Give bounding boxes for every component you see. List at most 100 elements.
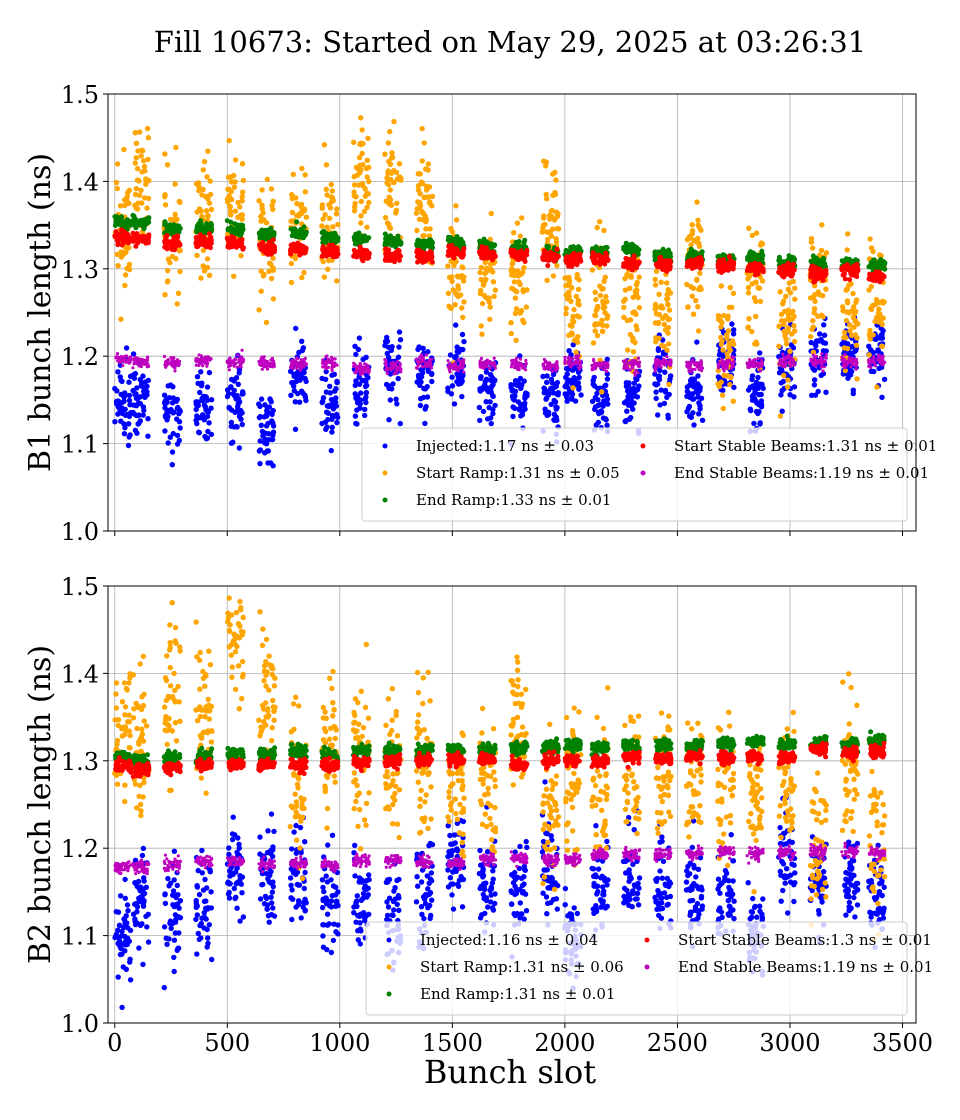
data-point	[141, 358, 145, 362]
data-point	[122, 425, 128, 431]
data-point	[231, 184, 238, 190]
data-point	[165, 228, 171, 234]
data-point	[122, 392, 129, 398]
data-point	[480, 252, 486, 257]
data-point	[450, 287, 456, 293]
data-point	[512, 388, 518, 395]
data-point	[193, 181, 200, 187]
data-point	[429, 255, 435, 261]
data-point	[132, 202, 138, 209]
data-point	[745, 387, 752, 393]
data-point	[123, 354, 127, 358]
data-point	[844, 341, 851, 347]
data-point	[545, 409, 552, 415]
data-point	[354, 407, 360, 413]
data-point	[808, 333, 814, 340]
data-point	[486, 299, 492, 305]
data-point	[414, 227, 420, 234]
data-point	[873, 269, 879, 275]
data-point	[234, 228, 240, 234]
data-point	[126, 379, 132, 385]
data-point	[298, 251, 304, 257]
data-point	[575, 301, 581, 307]
data-point	[301, 269, 307, 276]
data-point	[656, 311, 663, 318]
data-point	[821, 332, 828, 338]
data-point	[326, 242, 332, 248]
data-point	[324, 409, 330, 415]
data-point	[854, 261, 860, 267]
data-point	[137, 376, 143, 383]
data-point	[169, 462, 175, 468]
data-point	[562, 391, 568, 397]
data-point	[604, 376, 611, 382]
data-point	[263, 412, 269, 418]
data-point	[513, 337, 519, 343]
data-point	[231, 273, 237, 279]
data-point	[390, 252, 395, 258]
data-point	[785, 377, 791, 383]
data-point	[755, 285, 761, 291]
data-point	[453, 203, 459, 209]
data-point	[853, 308, 859, 315]
data-point	[236, 413, 243, 420]
data-point	[448, 235, 454, 240]
data-point	[162, 194, 168, 200]
data-point	[396, 248, 402, 254]
data-point	[730, 331, 737, 337]
data-point	[231, 424, 237, 430]
data-point	[853, 342, 860, 348]
data-point	[422, 386, 429, 392]
data-point	[393, 169, 400, 176]
data-point	[366, 199, 372, 206]
data-point	[589, 398, 596, 405]
data-point	[622, 296, 628, 302]
data-point	[554, 225, 560, 232]
data-point	[351, 182, 358, 188]
data-point	[657, 402, 663, 408]
data-point	[365, 191, 371, 197]
data-point	[605, 401, 611, 407]
data-point	[170, 384, 176, 390]
data-point	[821, 322, 827, 328]
data-point	[330, 406, 337, 412]
data-point	[330, 224, 336, 230]
data-point	[844, 298, 851, 304]
data-point	[459, 331, 466, 338]
data-point	[162, 292, 168, 298]
data-point	[293, 195, 299, 201]
data-point	[604, 323, 610, 329]
data-point	[479, 331, 485, 337]
data-point	[823, 389, 829, 395]
data-point	[476, 404, 483, 411]
data-point	[656, 291, 662, 297]
data-point	[268, 186, 275, 192]
data-point	[566, 293, 572, 300]
data-point	[751, 295, 758, 301]
data-point	[746, 225, 752, 231]
data-point	[386, 158, 392, 165]
data-point	[760, 269, 766, 275]
data-point	[130, 230, 136, 236]
data-point	[193, 399, 199, 405]
data-point	[696, 400, 702, 406]
data-point	[257, 460, 263, 467]
data-point	[134, 177, 141, 183]
data-point	[329, 424, 335, 430]
data-point	[269, 418, 275, 424]
data-point	[697, 270, 703, 276]
data-point	[460, 314, 466, 321]
data-point	[329, 195, 336, 201]
data-point	[118, 254, 125, 260]
data-point	[293, 325, 299, 332]
data-point	[386, 417, 392, 423]
data-point	[456, 349, 462, 355]
data-point	[744, 268, 750, 273]
data-point	[753, 252, 759, 258]
data-point	[546, 244, 552, 250]
data-point	[731, 327, 737, 333]
data-point	[257, 403, 263, 410]
data-point	[867, 236, 873, 242]
data-point	[205, 359, 209, 363]
data-point	[122, 272, 129, 278]
